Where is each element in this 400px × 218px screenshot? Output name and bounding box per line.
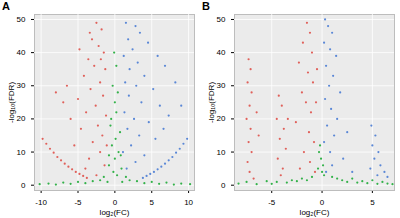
svg-text:0: 0: [320, 198, 325, 207]
svg-text:0: 0: [221, 181, 226, 190]
svg-text:0: 0: [21, 181, 26, 190]
svg-text:5: 5: [370, 198, 375, 207]
svg-text:-10: -10: [35, 198, 47, 207]
svg-text:10: 10: [184, 198, 193, 207]
svg-text:0: 0: [113, 198, 118, 207]
svg-text:-log₁₀(FDR): -log₁₀(FDR): [7, 82, 16, 123]
svg-text:30: 30: [17, 81, 26, 90]
svg-text:log₂(FC): log₂(FC): [300, 208, 330, 217]
svg-text:log₂(FC): log₂(FC): [100, 208, 130, 217]
svg-text:10: 10: [217, 148, 226, 157]
html-text:A: A: [2, 0, 10, 12]
svg-text:-5: -5: [268, 198, 276, 207]
svg-text:5: 5: [150, 198, 155, 207]
svg-text:50: 50: [217, 15, 226, 24]
svg-text:20: 20: [17, 114, 26, 123]
svg-text:40: 40: [217, 48, 226, 57]
svg-text:40: 40: [17, 48, 26, 57]
svg-text:30: 30: [217, 81, 226, 90]
svg-text:50: 50: [17, 15, 26, 24]
html-text:B: B: [202, 0, 210, 12]
svg-text:-5: -5: [74, 198, 82, 207]
svg-text:10: 10: [17, 148, 26, 157]
svg-text:-log₁₀(FDR): -log₁₀(FDR): [207, 82, 216, 123]
svg-text:20: 20: [217, 114, 226, 123]
